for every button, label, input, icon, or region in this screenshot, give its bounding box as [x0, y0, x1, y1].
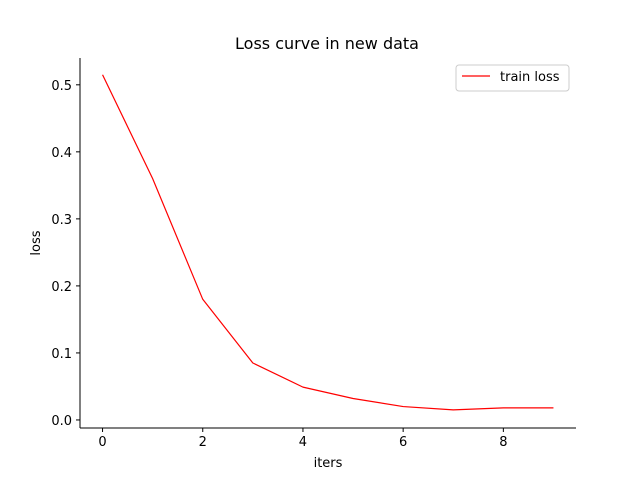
- y-tick-label: 0.5: [51, 79, 72, 94]
- x-axis-ticks: 0 2 4 6 8: [98, 428, 507, 450]
- y-tick-label: 0.0: [51, 414, 72, 429]
- legend-box: [455, 64, 570, 92]
- x-tick-label: 6: [399, 435, 407, 450]
- y-axis-label: loss: [29, 230, 44, 255]
- y-tick-label: 0.4: [51, 146, 72, 161]
- legend: train loss: [455, 64, 570, 92]
- y-tick-label: 0.2: [51, 280, 72, 295]
- x-axis-label: iters: [314, 456, 343, 471]
- y-tick-label: 0.1: [51, 347, 72, 362]
- x-tick-label: 0: [98, 435, 106, 450]
- x-tick-label: 4: [299, 435, 307, 450]
- x-tick-label: 2: [199, 435, 207, 450]
- y-axis-ticks: 0.0 0.1 0.2 0.3 0.4 0.5: [51, 79, 80, 429]
- plot-area: 0 2 4 6 8 0.0 0.1 0.2 0.3 0.4 0.5: [51, 58, 576, 450]
- chart-title: Loss curve in new data: [235, 34, 419, 53]
- y-tick-label: 0.3: [51, 213, 72, 228]
- series-line-train-loss: [102, 74, 554, 411]
- legend-label-train-loss: train loss: [500, 70, 560, 85]
- x-tick-label: 8: [499, 435, 507, 450]
- series-layer: [102, 74, 554, 411]
